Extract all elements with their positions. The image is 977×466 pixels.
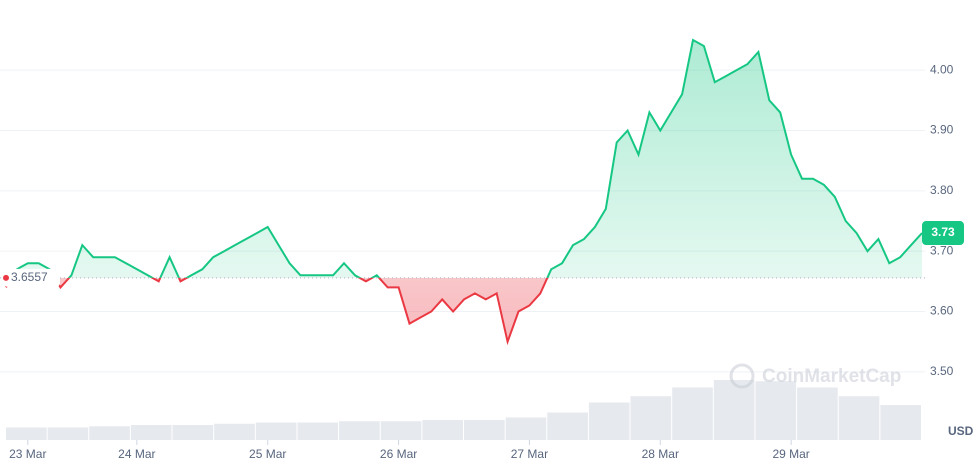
x-tick-label: 29 Mar (772, 447, 809, 461)
y-tick-label: 3.70 (930, 243, 954, 257)
volume-bar (339, 421, 380, 440)
watermark-text: CoinMarketCap (762, 366, 901, 387)
y-tick-label: 4.00 (930, 62, 954, 76)
volume-bar (713, 380, 755, 440)
volume-bar (255, 422, 297, 440)
x-tick-label: 23 Mar (9, 447, 46, 461)
volume-bar (588, 402, 630, 440)
volume-bar (755, 381, 797, 440)
volume-bar (838, 396, 880, 440)
volume-bar (380, 421, 422, 440)
y-tick-label: 3.50 (930, 364, 954, 378)
current-price-bg (922, 221, 964, 246)
volume-bar (47, 427, 89, 440)
y-tick-label: 3.90 (930, 123, 954, 137)
volume-bar (172, 425, 214, 440)
price-line-down (5, 277, 549, 346)
volume-bar (6, 427, 47, 440)
y-tick-label: 3.80 (930, 183, 954, 197)
volume-bar (630, 396, 672, 440)
area-above (6, 40, 922, 278)
volume-bar (797, 387, 838, 440)
baseline-dot (3, 274, 9, 281)
volume-bar (464, 420, 505, 440)
volume (6, 380, 921, 440)
y-tick-label: 3.60 (930, 304, 954, 318)
x-tick-label: 24 Mar (118, 447, 155, 461)
volume-bar (130, 425, 172, 440)
currency-label: USD (948, 424, 974, 438)
x-tick-label: 25 Mar (249, 447, 286, 461)
x-tick-label: 26 Mar (380, 447, 417, 461)
x-tick-label: 27 Mar (511, 447, 548, 461)
price-line-up (10, 38, 923, 278)
volume-bar (672, 387, 713, 440)
x-tick-label: 28 Mar (642, 447, 679, 461)
watermark: CoinMarketCap (729, 363, 901, 389)
volume-bar (89, 426, 130, 440)
volume-bar (422, 420, 463, 440)
area-below (6, 277, 548, 342)
volume-bar (297, 422, 339, 440)
baseline-label-bg (4, 268, 60, 287)
baseline-label: 3.6557 (11, 270, 48, 284)
current-price-label: 3.73 (931, 225, 955, 239)
volume-bar (214, 423, 255, 440)
volume-bar (880, 405, 921, 440)
volume-bar (547, 412, 588, 440)
volume-bar (505, 417, 547, 440)
